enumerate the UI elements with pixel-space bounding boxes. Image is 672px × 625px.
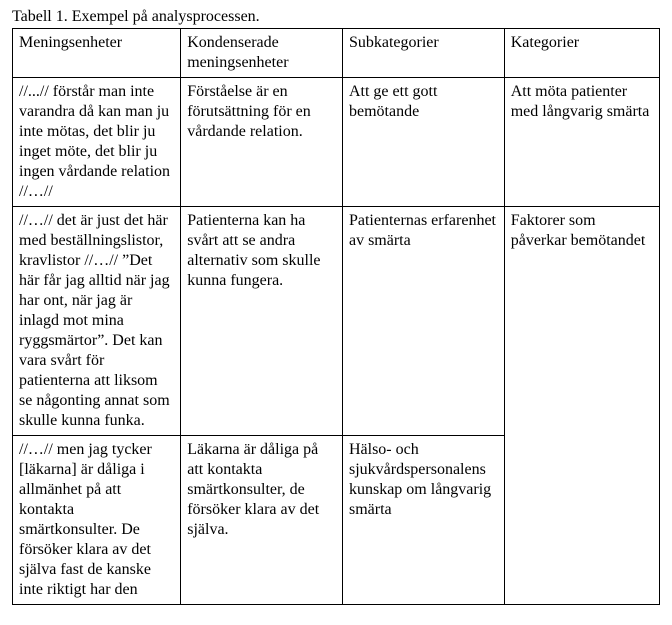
cell-meningsenhet: //…// men jag tycker [läkarna] är dåliga… xyxy=(13,436,181,605)
cell-subkategori: Hälso- och sjukvårdspersonalens kunskap … xyxy=(342,436,504,605)
cell-subkategori: Patienternas erfarenhet av smärta xyxy=(342,207,504,436)
table-header-row: Meningsenheter Kondenserade meningsenhet… xyxy=(13,29,660,78)
cell-subkategori: Att ge ett gott bemötande xyxy=(342,78,504,207)
cell-meningsenhet: //…// det är just det här med beställnin… xyxy=(13,207,181,436)
col-header-kategorier: Kategorier xyxy=(504,29,659,78)
table-row: //...// förstår man inte varandra då kan… xyxy=(13,78,660,207)
col-header-subkategorier: Subkategorier xyxy=(342,29,504,78)
cell-kategori: Faktorer som påverkar bemötandet xyxy=(504,207,659,605)
cell-kondenserad: Förståelse är en förutsättning för en vå… xyxy=(181,78,343,207)
cell-kondenserad: Läkarna är dåliga på att kontakta smärtk… xyxy=(181,436,343,605)
table-row: //…// det är just det här med beställnin… xyxy=(13,207,660,436)
col-header-kondenserade: Kondenserade meningsenheter xyxy=(181,29,343,78)
col-header-meningsenheter: Meningsenheter xyxy=(13,29,181,78)
analysis-table: Meningsenheter Kondenserade meningsenhet… xyxy=(12,28,660,605)
table-caption: Tabell 1. Exempel på analysprocessen. xyxy=(12,8,660,26)
cell-kondenserad: Patienterna kan ha svårt att se andra al… xyxy=(181,207,343,436)
cell-kategori: Att möta patienter med långvarig smärta xyxy=(504,78,659,207)
cell-meningsenhet: //...// förstår man inte varandra då kan… xyxy=(13,78,181,207)
